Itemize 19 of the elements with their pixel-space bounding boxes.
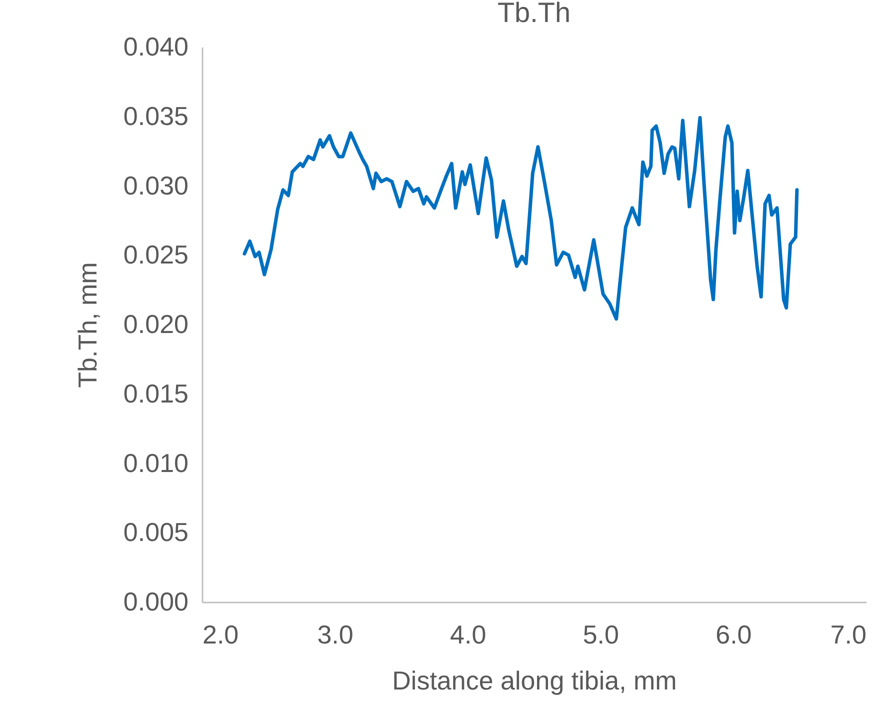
x-tick-label: 7.0	[830, 620, 866, 650]
x-axis-title: Distance along tibia, mm	[392, 666, 677, 696]
y-tick-label: 0.020	[123, 309, 188, 339]
line-series	[242, 116, 799, 321]
y-tick-label: 0.035	[123, 100, 188, 131]
x-tick-label: 3.0	[317, 620, 354, 650]
y-tick-label: 0.015	[123, 378, 188, 408]
y-tick-label: 0.010	[123, 448, 188, 478]
y-tick-label: 0.000	[123, 586, 188, 616]
y-tick-label: 0.025	[123, 240, 188, 270]
x-tick-label: 6.0	[716, 620, 752, 650]
y-tick-label: 0.030	[123, 170, 188, 200]
chart-title: Tb.Th	[497, 0, 571, 28]
x-tick-label: 2.0	[202, 620, 239, 650]
y-axis-title: Tb.Th, mm	[72, 262, 102, 388]
x-tick-label: 5.0	[582, 620, 619, 650]
x-tick-label: 4.0	[450, 620, 486, 650]
y-tick-label: 0.005	[123, 517, 188, 548]
y-tick-label: 0.040	[123, 32, 188, 62]
